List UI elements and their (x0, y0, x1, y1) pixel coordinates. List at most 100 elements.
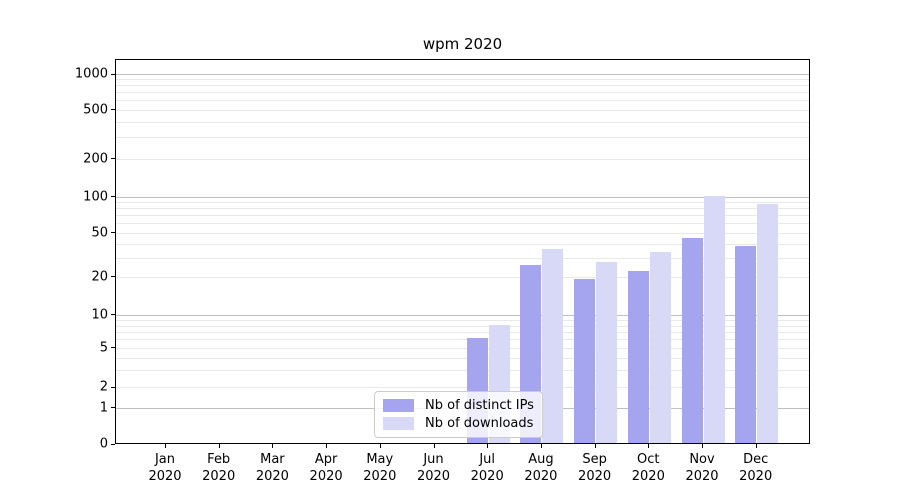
gridline-minor (116, 357, 809, 359)
legend-swatch-distinct-ips (383, 398, 414, 412)
chart-title: wpm 2020 (422, 35, 503, 53)
x-tick-month: May (366, 452, 394, 467)
y-tick-label-0: 0 (99, 436, 108, 452)
bar-distinct-ips-sep-2020 (574, 278, 596, 443)
x-tick-month: Apr (314, 452, 338, 467)
gridline-minor (116, 339, 809, 341)
gridline-minor (116, 369, 809, 371)
y-tick-mark (111, 314, 115, 316)
x-tick-label-sep-2020: Sep 2020 (550, 451, 640, 485)
x-tick-month: Feb (207, 452, 231, 467)
y-tick-mark (111, 443, 115, 445)
x-tick-label-mar-2020: Mar 2020 (227, 451, 317, 485)
gridline-minor (116, 325, 809, 327)
x-tick-month: Mar (260, 452, 285, 467)
gridline-minor (116, 121, 809, 123)
gridline-minor (116, 92, 809, 94)
x-tick-label-nov-2020: Nov 2020 (657, 451, 747, 485)
x-tick-mark (648, 444, 650, 448)
x-tick-label-jul-2020: Jul 2020 (442, 451, 532, 485)
bar-distinct-ips-dec-2020 (735, 246, 757, 443)
y-tick-label-50: 50 (91, 225, 108, 241)
y-tick-label-10: 10 (91, 307, 108, 323)
bar-downloads-aug-2020 (542, 249, 564, 443)
gridline-minor (116, 137, 809, 139)
x-tick-mark (433, 444, 435, 448)
x-tick-mark (540, 444, 542, 448)
x-tick-month: Jun (423, 452, 444, 467)
gridline-minor (116, 331, 809, 333)
bar-downloads-nov-2020 (703, 195, 725, 443)
legend-swatch-downloads (383, 417, 414, 431)
x-tick-mark (487, 444, 489, 448)
y-tick-mark (111, 232, 115, 234)
gridline-minor (116, 79, 809, 81)
x-tick-mark (165, 444, 166, 448)
gridline-minor (116, 387, 809, 389)
legend-item-downloads: Nb of downloads (383, 416, 542, 431)
x-tick-year: 2020 (685, 469, 719, 484)
bar-downloads-dec-2020 (757, 203, 779, 443)
y-tick-mark (111, 407, 115, 409)
gridline-major (116, 314, 809, 316)
x-tick-mark (379, 444, 381, 448)
gridline-minor (116, 109, 809, 111)
x-tick-label-jan-2020: Jan 2020 (120, 451, 210, 485)
y-tick-label-20: 20 (91, 269, 108, 285)
gridline-minor (116, 257, 809, 259)
x-tick-year: 2020 (524, 469, 558, 484)
bar-distinct-ips-oct-2020 (627, 271, 649, 443)
legend-item-distinct-ips: Nb of distinct IPs (383, 398, 542, 413)
bar-downloads-oct-2020 (649, 251, 671, 443)
y-tick-label-2: 2 (99, 379, 108, 395)
gridline-minor (116, 202, 809, 204)
x-tick-month: Sep (582, 452, 607, 467)
x-tick-label-oct-2020: Oct 2020 (603, 451, 693, 485)
x-tick-month: Dec (743, 452, 769, 467)
x-tick-label-jun-2020: Jun 2020 (389, 451, 479, 485)
y-tick-mark (111, 276, 115, 278)
x-tick-mark (326, 444, 328, 448)
x-tick-label-aug-2020: Aug 2020 (496, 451, 586, 485)
x-tick-year: 2020 (416, 469, 451, 484)
gridline-major (116, 196, 809, 198)
bar-distinct-ips-nov-2020 (681, 238, 703, 443)
y-tick-mark (111, 109, 115, 110)
y-tick-label-200: 200 (83, 151, 108, 167)
y-tick-mark (111, 73, 115, 75)
plot-area (115, 59, 810, 444)
legend-label-downloads: Nb of downloads (425, 416, 534, 432)
gridline-minor (116, 215, 809, 217)
x-tick-label-feb-2020: Feb 2020 (174, 451, 264, 485)
y-tick-label-1: 1 (99, 400, 108, 416)
gridline-minor (116, 100, 809, 102)
x-tick-mark (218, 444, 220, 448)
gridline-minor (116, 347, 809, 349)
gridline-minor (116, 232, 809, 234)
x-tick-label-may-2020: May 2020 (335, 451, 425, 485)
x-tick-month: Nov (689, 452, 715, 467)
y-tick-label-1000: 1000 (74, 66, 108, 82)
x-tick-mark (702, 444, 703, 448)
gridline-minor (116, 243, 809, 245)
x-tick-year: 2020 (255, 469, 289, 484)
x-tick-mark (755, 444, 757, 448)
x-tick-month: Jan (154, 452, 176, 467)
x-tick-year: 2020 (363, 469, 397, 484)
x-tick-year: 2020 (739, 469, 773, 484)
legend: Nb of distinct IPs Nb of downloads (374, 391, 543, 438)
legend-label-distinct-ips: Nb of distinct IPs (425, 397, 534, 413)
gridline-minor (116, 158, 809, 160)
y-tick-mark (111, 196, 115, 198)
gridline-minor (116, 320, 809, 321)
gridline-minor (116, 85, 809, 87)
y-tick-label-5: 5 (99, 340, 108, 356)
x-tick-year: 2020 (202, 469, 236, 484)
y-tick-mark (111, 158, 115, 160)
x-tick-year: 2020 (148, 469, 182, 484)
y-tick-label-100: 100 (83, 189, 108, 205)
y-tick-label-500: 500 (83, 102, 108, 117)
x-tick-year: 2020 (309, 469, 343, 484)
x-tick-year: 2020 (470, 469, 504, 484)
gridline-minor (116, 208, 809, 210)
